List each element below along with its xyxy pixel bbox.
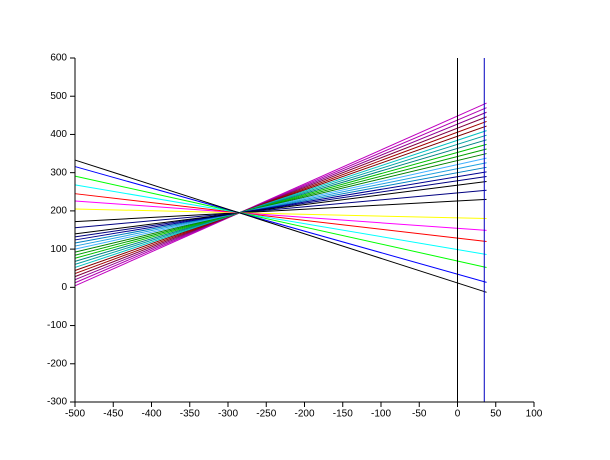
x-tick-label: -150: [333, 409, 353, 420]
x-tick-label: 50: [490, 409, 502, 420]
series-line: [74, 208, 487, 220]
y-tick-label: -100: [47, 320, 67, 331]
series-line: [74, 148, 487, 256]
x-tick-label: 100: [526, 409, 543, 420]
y-tick-label: 300: [50, 167, 67, 178]
series-line: [74, 166, 487, 244]
series-line: [74, 153, 487, 253]
series-line: [74, 162, 487, 247]
x-tick-label: -450: [103, 409, 123, 420]
series-line: [74, 189, 487, 229]
y-tick-label: -300: [47, 397, 67, 408]
y-tick-label: 100: [50, 244, 67, 255]
series-line: [74, 193, 487, 242]
series-line: [74, 130, 487, 268]
series-line: [74, 180, 487, 235]
series-line: [74, 198, 487, 223]
series-line: [74, 120, 487, 275]
x-tick-label: -100: [371, 409, 391, 420]
y-tick-label: -200: [47, 358, 67, 369]
series-line: [74, 143, 487, 259]
x-tick-label: -300: [218, 409, 238, 420]
series-line: [74, 111, 487, 281]
series-line: [74, 116, 487, 278]
series-line: [74, 175, 487, 238]
x-tick-label: -350: [180, 409, 200, 420]
series-line: [74, 184, 487, 255]
x-tick-label: -500: [65, 409, 85, 420]
series-line: [74, 175, 487, 268]
series-line: [74, 134, 487, 265]
series-line: [74, 159, 487, 293]
y-tick-label: 0: [61, 282, 67, 293]
series-line: [74, 102, 487, 287]
y-tick-label: 400: [50, 129, 67, 140]
series-line: [74, 107, 487, 284]
x-tick-label: -50: [412, 409, 427, 420]
x-tick-label: -400: [141, 409, 161, 420]
x-tick-label: -250: [256, 409, 276, 420]
series-line: [74, 200, 487, 231]
x-tick-label: 0: [455, 409, 461, 420]
series-line: [74, 171, 487, 241]
y-tick-label: 600: [50, 53, 67, 64]
y-tick-label: 200: [50, 206, 67, 217]
y-tick-label: 500: [50, 91, 67, 102]
series-line: [74, 139, 487, 262]
series-line: [74, 166, 487, 283]
series-line: [74, 125, 487, 271]
series-line: [74, 157, 487, 250]
x-tick-label: -200: [294, 409, 314, 420]
